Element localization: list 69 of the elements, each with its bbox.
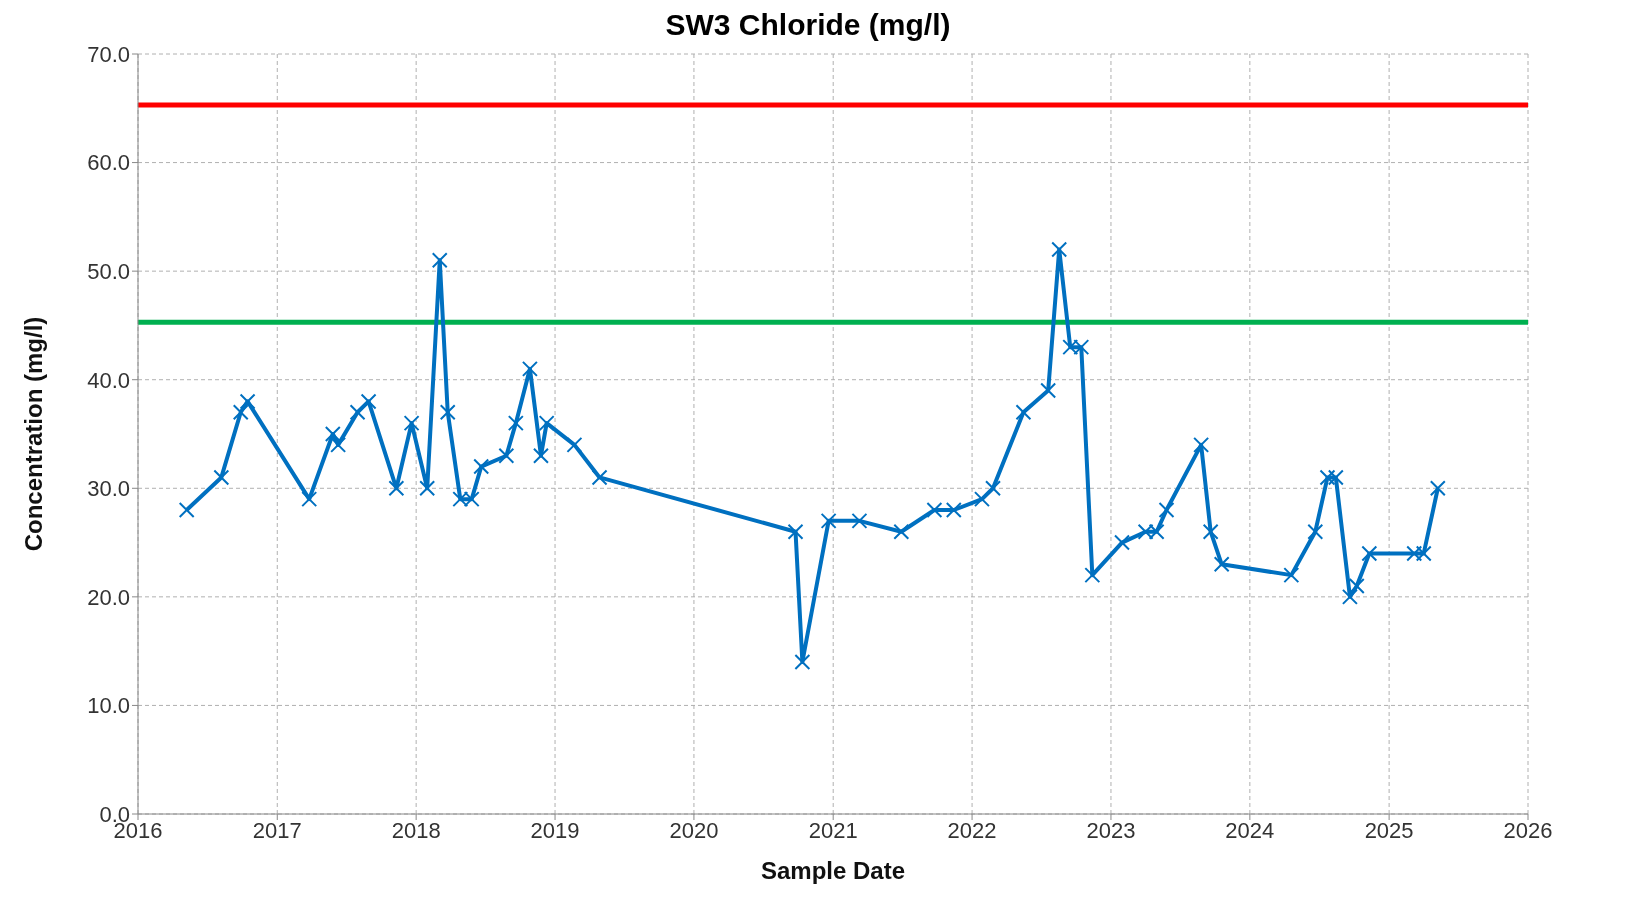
point <box>1051 241 1068 258</box>
x-tick-label: 2025 <box>1364 817 1414 843</box>
x-tick-label: 2020 <box>669 817 719 843</box>
point <box>360 393 377 410</box>
point <box>794 654 811 670</box>
point <box>820 512 837 529</box>
point <box>1213 556 1230 573</box>
point <box>232 404 249 421</box>
point <box>439 404 456 421</box>
y-tick-label: 50.0 <box>87 258 130 284</box>
point <box>431 252 448 269</box>
point <box>403 415 420 432</box>
point <box>1158 502 1175 518</box>
point <box>1348 578 1365 594</box>
point <box>1084 567 1101 584</box>
point <box>239 393 256 410</box>
point <box>532 447 549 464</box>
x-tick-label: 2017 <box>252 817 302 843</box>
point <box>473 458 490 475</box>
point <box>1406 545 1423 562</box>
point <box>1283 567 1300 584</box>
point <box>213 469 230 486</box>
point <box>349 404 366 421</box>
point <box>926 502 943 518</box>
point <box>178 502 195 518</box>
point <box>1015 404 1032 421</box>
point <box>1415 545 1432 562</box>
point <box>324 426 341 442</box>
y-axis-title: Concentration (mg/l) <box>19 316 47 552</box>
point <box>498 447 515 464</box>
point <box>1429 480 1446 497</box>
point <box>507 415 524 432</box>
x-tick-label: 2021 <box>808 817 858 843</box>
y-tick-label: 10.0 <box>87 693 130 719</box>
point <box>388 480 405 497</box>
point <box>1319 469 1336 486</box>
point <box>945 502 962 518</box>
x-tick-label: 2018 <box>391 817 441 843</box>
y-tick-label: 40.0 <box>87 367 130 393</box>
point <box>973 491 990 508</box>
x-axis-title: Sample Date <box>760 857 906 884</box>
point <box>851 512 868 529</box>
x-tick-label: 2024 <box>1225 817 1275 843</box>
chart-title: SW3 Chloride (mg/l) <box>665 8 951 41</box>
point <box>1307 523 1324 540</box>
y-tick-label: 70.0 <box>87 41 130 67</box>
point <box>985 480 1001 497</box>
point <box>330 436 347 453</box>
point <box>591 469 608 486</box>
point <box>893 523 910 540</box>
point <box>301 491 318 508</box>
point <box>1202 523 1219 540</box>
point <box>1327 469 1344 486</box>
point <box>1341 588 1358 605</box>
x-tick-label: 2022 <box>947 817 997 843</box>
point <box>787 523 804 540</box>
point <box>419 480 436 497</box>
point <box>1193 436 1210 453</box>
point <box>1361 545 1378 562</box>
point <box>521 360 538 377</box>
x-tick-label: 2019 <box>530 817 580 843</box>
y-tick-label: 30.0 <box>87 476 130 502</box>
y-tick-label: 60.0 <box>87 150 130 176</box>
y-tick-label: 20.0 <box>87 584 130 610</box>
x-tick-label: 2026 <box>1503 817 1553 843</box>
point <box>1114 534 1130 551</box>
point <box>538 415 555 432</box>
point <box>1040 382 1057 399</box>
x-tick-label: 2023 <box>1086 817 1136 843</box>
